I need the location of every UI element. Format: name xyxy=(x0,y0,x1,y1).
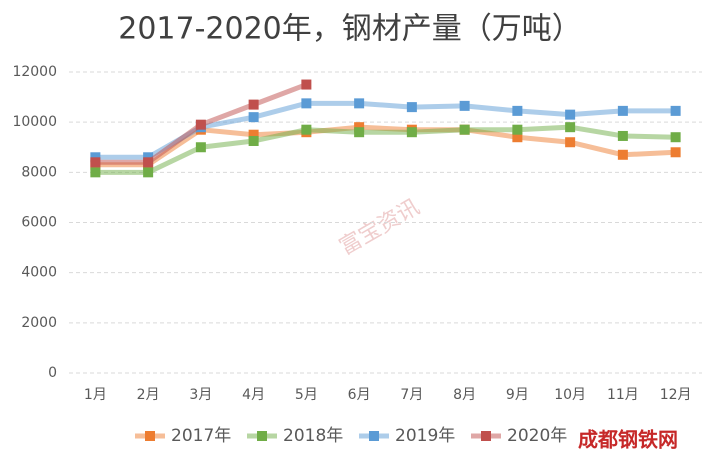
y-tick-label: 8000 xyxy=(21,164,57,180)
marker xyxy=(406,102,417,113)
x-tick-label: 9月 xyxy=(506,387,529,403)
legend-label: 2019年 xyxy=(395,426,455,446)
x-tick-label: 1月 xyxy=(84,387,107,403)
watermark: 富宝资讯 xyxy=(335,195,424,261)
marker xyxy=(512,105,523,116)
marker xyxy=(195,119,206,130)
marker xyxy=(565,137,576,148)
marker xyxy=(195,142,206,153)
marker xyxy=(248,129,259,140)
y-tick-label: 0 xyxy=(48,365,57,381)
x-tick-label: 11月 xyxy=(607,387,639,403)
marker xyxy=(565,109,576,120)
y-tick-label: 12000 xyxy=(12,64,57,80)
legend-marker xyxy=(369,431,379,441)
y-tick-label: 4000 xyxy=(21,265,57,281)
marker xyxy=(670,105,681,116)
y-tick-label: 6000 xyxy=(21,215,57,231)
marker xyxy=(301,79,312,90)
series-line xyxy=(95,124,676,175)
marker xyxy=(459,124,470,135)
marker xyxy=(248,112,259,123)
series-line xyxy=(95,124,676,168)
marker xyxy=(143,152,154,163)
x-tick-label: 6月 xyxy=(348,387,371,403)
marker xyxy=(301,98,312,109)
x-tick-label: 10月 xyxy=(554,387,586,403)
marker xyxy=(90,152,101,163)
x-tick-label: 4月 xyxy=(242,387,265,403)
marker xyxy=(617,105,628,116)
marker xyxy=(248,99,259,110)
legend-label: 2020年 xyxy=(507,426,567,446)
x-tick-label: 2月 xyxy=(137,387,160,403)
marker xyxy=(512,132,523,143)
x-tick-label: 8月 xyxy=(453,387,476,403)
marker xyxy=(143,157,154,168)
chart-title: 2017-2020年，钢材产量（万吨） xyxy=(118,12,582,47)
x-tick-label: 7月 xyxy=(400,387,423,403)
marker xyxy=(512,124,523,135)
series xyxy=(90,122,681,178)
marker xyxy=(459,100,470,111)
marker xyxy=(617,149,628,160)
series xyxy=(90,79,312,168)
marker xyxy=(354,122,365,133)
y-tick-label: 2000 xyxy=(21,315,57,331)
marker xyxy=(670,132,681,143)
marker xyxy=(354,98,365,109)
marker xyxy=(406,127,417,138)
marker xyxy=(143,167,154,178)
legend-label: 2017年 xyxy=(171,426,231,446)
marker xyxy=(617,130,628,141)
x-tick-label: 3月 xyxy=(189,387,212,403)
marker xyxy=(90,167,101,178)
marker xyxy=(301,124,312,135)
y-tick-label: 10000 xyxy=(12,114,57,130)
legend-marker xyxy=(257,431,267,441)
marker xyxy=(670,147,681,158)
watermark: 成都钢铁网 xyxy=(578,428,678,452)
legend-marker xyxy=(145,431,155,441)
marker xyxy=(248,135,259,146)
marker xyxy=(565,122,576,133)
legend-label: 2018年 xyxy=(283,426,343,446)
marker xyxy=(90,157,101,168)
marker xyxy=(354,127,365,138)
legend-marker xyxy=(481,431,491,441)
x-tick-label: 12月 xyxy=(660,387,692,403)
x-tick-label: 5月 xyxy=(295,387,318,403)
